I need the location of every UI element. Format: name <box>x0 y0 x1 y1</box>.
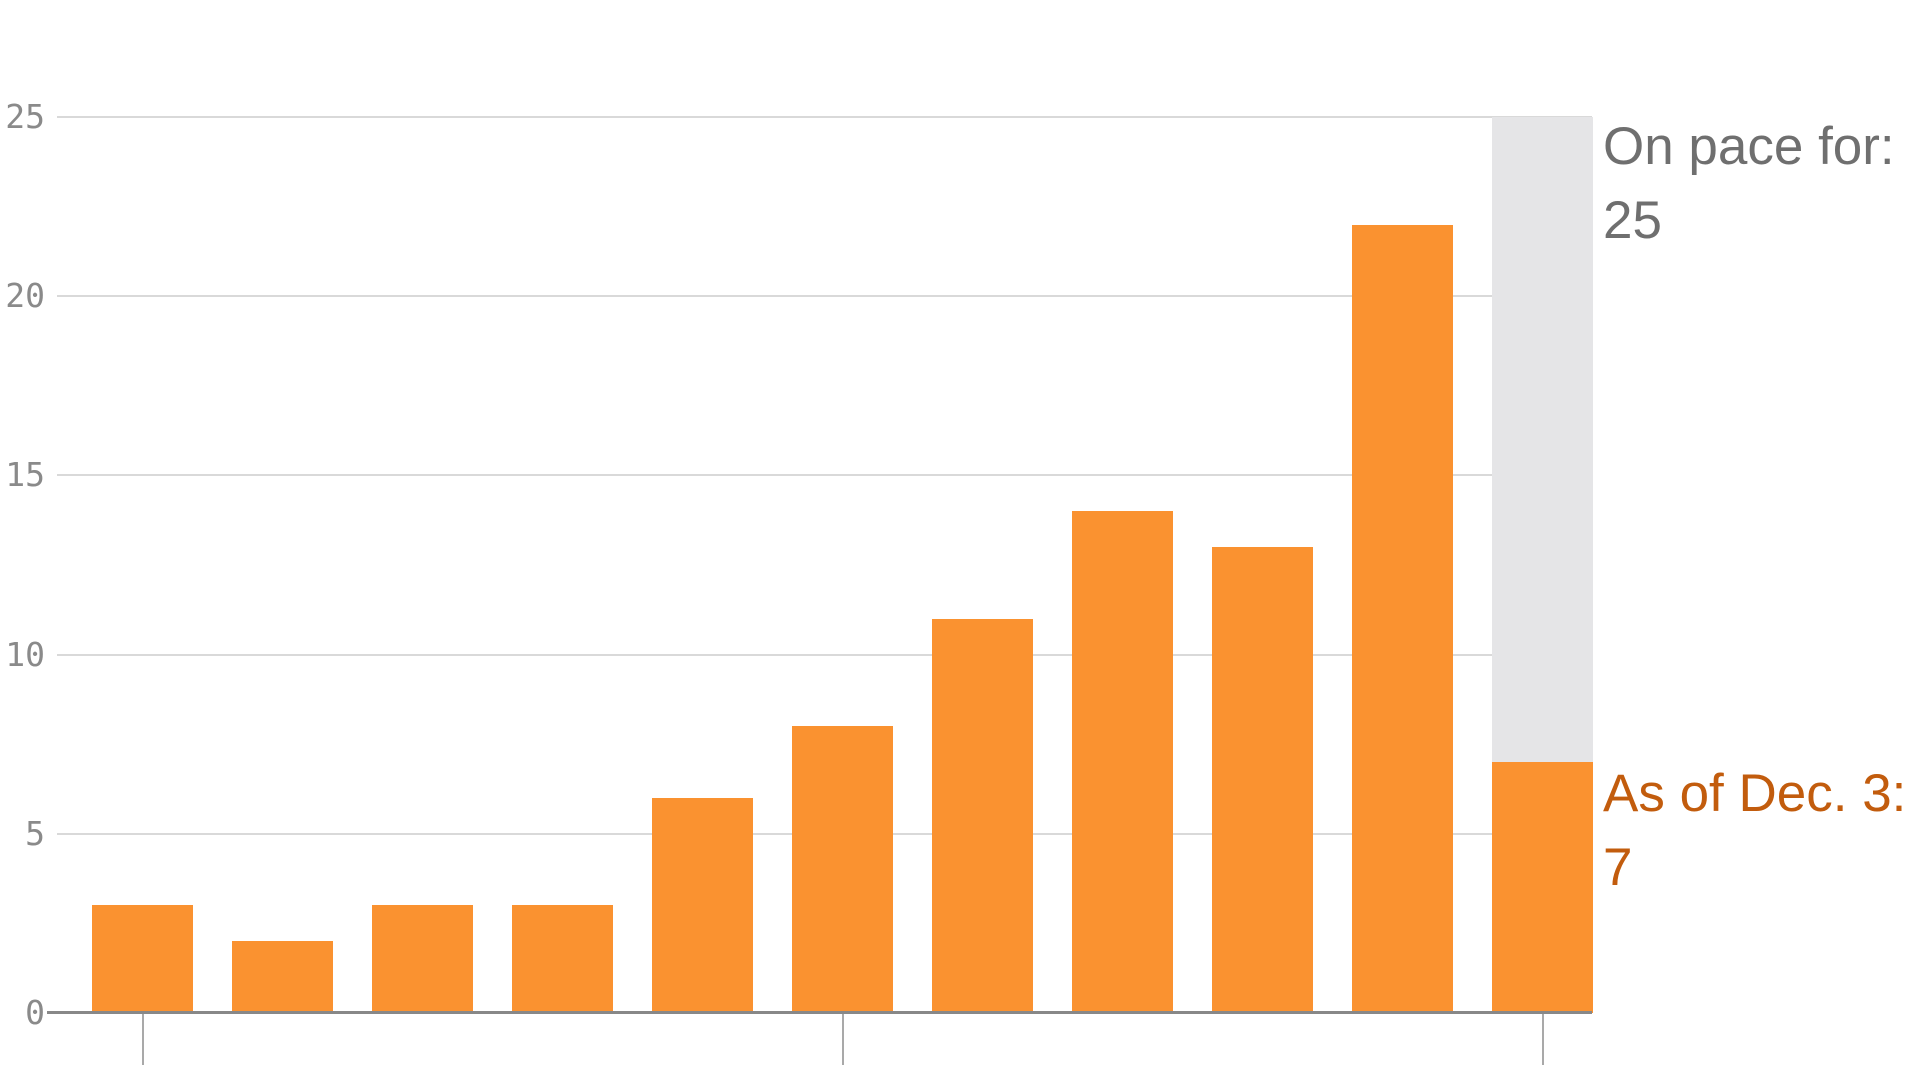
y-axis-label-25: 25 <box>5 97 45 136</box>
bar-1 <box>92 905 193 1013</box>
bar-9 <box>1212 547 1313 1013</box>
gridline-20 <box>57 295 1592 298</box>
bar-4 <box>512 905 613 1013</box>
x-axis-tick-11 <box>1541 1013 1544 1065</box>
projection-bar <box>1492 117 1593 763</box>
x-axis-tick-1 <box>141 1013 144 1065</box>
gridline-15 <box>57 474 1592 477</box>
pace-label: On pace for: <box>1603 117 1895 176</box>
y-axis-label-5: 5 <box>25 813 45 853</box>
bar-3 <box>372 905 473 1013</box>
bar-8 <box>1072 511 1173 1013</box>
bar-10 <box>1352 224 1453 1013</box>
gridline-10 <box>57 653 1592 656</box>
y-axis-label-10: 10 <box>5 634 45 674</box>
bar-2 <box>232 941 333 1013</box>
y-axis-label-20: 20 <box>5 276 45 316</box>
gridline-25 <box>57 116 1592 118</box>
y-axis-label-0: 0 <box>25 993 45 1032</box>
y-axis-label-15: 15 <box>5 455 45 495</box>
bar-7 <box>932 618 1033 1013</box>
bar-5 <box>652 797 753 1013</box>
as-of-annotation: As of Dec. 3: 7 <box>1603 757 1906 905</box>
x-axis-line <box>47 1011 1592 1014</box>
pace-value: 25 <box>1603 191 1662 250</box>
as-of-value: 7 <box>1603 838 1633 897</box>
as-of-label: As of Dec. 3: <box>1603 764 1907 823</box>
pace-annotation: On pace for: 25 <box>1603 110 1895 258</box>
x-axis-tick-6 <box>841 1013 844 1065</box>
bar-6 <box>792 726 893 1013</box>
bar-11 <box>1492 762 1593 1013</box>
